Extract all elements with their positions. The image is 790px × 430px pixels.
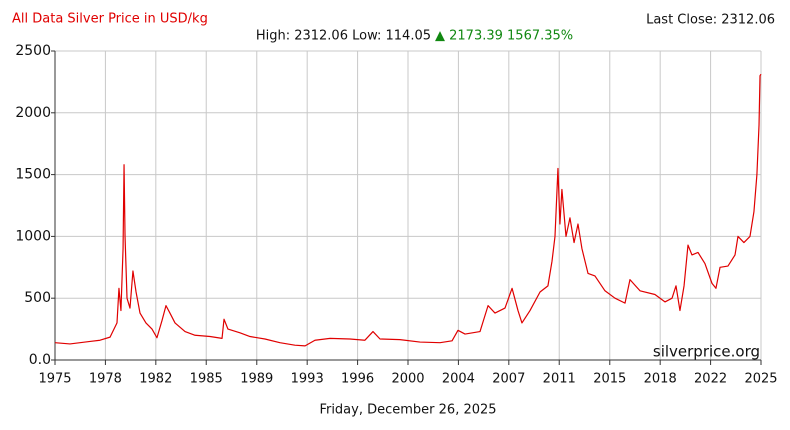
y-tick-label: 1500 — [15, 167, 51, 183]
x-tick-label: 2000 — [391, 372, 424, 387]
x-tick-label: 2011 — [543, 372, 576, 387]
x-tick-label: 2022 — [694, 372, 727, 387]
x-tick-label: 2015 — [593, 372, 626, 387]
y-tick-label: 2500 — [15, 43, 51, 59]
x-tick-label: 2018 — [644, 372, 677, 387]
y-tick-label: 0.0 — [29, 352, 51, 368]
y-tick-label: 500 — [24, 290, 51, 306]
x-tick-label: 1993 — [291, 372, 324, 387]
x-tick-label: 1975 — [38, 372, 71, 387]
x-tick-label: 1996 — [341, 372, 374, 387]
last-close: Last Close: 2312.06 — [646, 13, 775, 28]
x-tick-label: 2007 — [492, 372, 525, 387]
x-tick-label: 2025 — [744, 372, 777, 387]
y-tick-label: 2000 — [15, 105, 51, 121]
grid — [51, 50, 762, 365]
chart-title: All Data Silver Price in USD/kg — [12, 12, 208, 27]
x-tick-label: 1982 — [139, 372, 172, 387]
x-tick-label: 1978 — [89, 372, 122, 387]
price-line — [54, 73, 762, 347]
plot — [54, 73, 762, 347]
x-axis-label: Friday, December 26, 2025 — [319, 403, 496, 418]
change: ▲ 2173.39 1567.35% — [435, 29, 573, 44]
stats: High: 2312.06 Low: 114.05 — [256, 29, 431, 44]
x-tick-label: 2004 — [442, 372, 475, 387]
y-tick-label: 1000 — [15, 228, 51, 244]
watermark: silverprice.org — [653, 343, 760, 361]
x-tick-label: 1989 — [240, 372, 273, 387]
x-tick-label: 1985 — [190, 372, 223, 387]
